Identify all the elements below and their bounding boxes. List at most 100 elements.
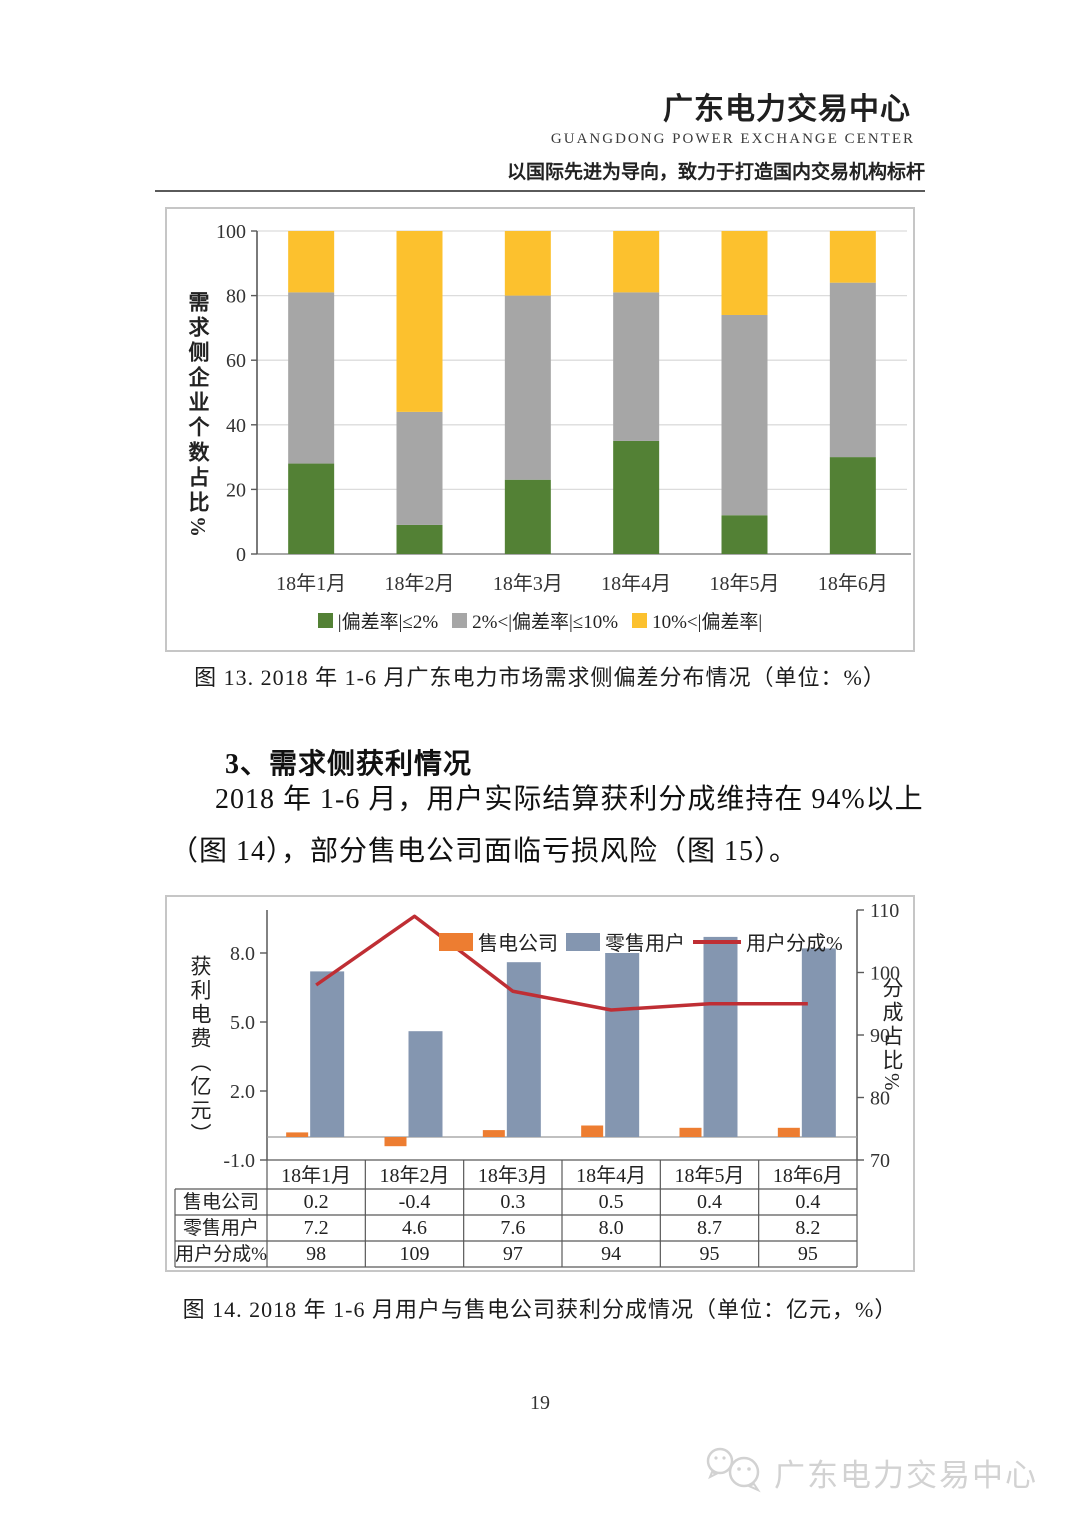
figure14-left-axis-label: 获利电费（亿元） [188, 955, 212, 1147]
bar-segment-mid [721, 314, 768, 516]
org-name-cn: 广东电力交易中心 [663, 93, 911, 126]
section3-paragraph-line1: 2018 年 1-6 月，用户实际结算获利分成维持在 94%以上 [215, 784, 924, 815]
bar-segment-le2 [829, 457, 876, 554]
bar-segment-mid [396, 411, 443, 525]
x-tick-label: 18年1月 [276, 572, 346, 595]
table-cell-value: 8.7 [697, 1217, 722, 1239]
x-tick-label: 18年6月 [818, 572, 888, 595]
bar-segment-mid [288, 292, 335, 464]
left-tick-label: 8.0 [230, 943, 255, 965]
table-cell-value: 7.2 [304, 1217, 329, 1239]
x-tick-label: 18年3月 [493, 572, 563, 595]
x-tick-label: 18年5月 [710, 572, 780, 595]
legend-item: 售电公司 [439, 927, 558, 956]
page-number: 19 [530, 1392, 550, 1414]
bar-company [286, 1132, 309, 1137]
legend-item: 10%<|偏差率| [632, 607, 762, 634]
bar-segment-mid [504, 295, 551, 480]
figure13-y-axis-label: 需求侧企业个数占比% [186, 291, 210, 541]
left-tick-label: 5.0 [230, 1012, 255, 1034]
table-cell-value: 0.4 [795, 1191, 820, 1213]
share-line [315, 914, 808, 1012]
figure14-combo-chart: 8.0 5.0 2.0 -1.0 110 100 90 80 70 18年1月 18年2月 18年3月… [174, 900, 900, 1268]
bar-segment-gt10 [721, 231, 768, 315]
table-month-label: 18年4月 [576, 1164, 646, 1187]
right-tick-label: 100 [870, 963, 900, 985]
bar-retail [801, 948, 836, 1137]
bar-segment-gt10 [396, 231, 443, 412]
left-tick-label: -1.0 [223, 1150, 255, 1172]
legend-swatch-gray [452, 613, 468, 628]
x-tick-label: 18年2月 [385, 572, 455, 595]
table-cell-value: 0.4 [697, 1191, 722, 1213]
table-cell-value: 4.6 [402, 1217, 427, 1239]
bar-retail [408, 1031, 443, 1137]
section3-paragraph-line2: （图 14），部分售电公司面临亏损风险（图 15）。 [170, 836, 799, 867]
right-tick-label: 90 [870, 1025, 890, 1047]
table-month-label: 18年5月 [675, 1164, 745, 1187]
table-cell-value: 95 [700, 1243, 720, 1265]
table-cell-value: 97 [503, 1243, 523, 1265]
table-cell-value: 0.3 [500, 1191, 525, 1213]
legend-label: 10%<|偏差率| [652, 612, 763, 633]
legend-swatch-orange [439, 932, 473, 951]
table-cell-value: 8.2 [795, 1217, 820, 1239]
legend-label: |偏差率|≤2% [337, 612, 439, 633]
x-tick-label: 18年4月 [601, 572, 671, 595]
table-cell-value: -0.4 [399, 1191, 431, 1213]
wechat-icon [704, 1446, 766, 1499]
bar-segment-le2 [396, 524, 443, 554]
legend-item: 用户分成% [693, 927, 843, 956]
legend-label: 用户分成% [746, 933, 843, 955]
bar-segment-mid [613, 292, 660, 441]
bar-retail [605, 953, 640, 1137]
legend-label: 零售用户 [605, 933, 685, 955]
header-slogan: 以国际先进为导向，致力于打造国内交易机构标杆 [506, 162, 925, 183]
bar-company [581, 1125, 604, 1137]
right-tick-label: 70 [870, 1150, 890, 1172]
y-tick-label: 20 [226, 479, 246, 501]
bar-segment-gt10 [288, 231, 335, 293]
y-tick-label: 100 [216, 221, 246, 243]
bar-retail [703, 936, 738, 1137]
legend-label: 售电公司 [478, 933, 558, 955]
table-cell-value: 95 [798, 1243, 818, 1265]
figure14-caption: 图 14. 2018 年 1-6 月用户与售电公司获利分成情况（单位：亿元，%） [182, 1297, 898, 1322]
bar-company [384, 1137, 407, 1147]
figure13-caption: 图 13. 2018 年 1-6 月广东电力市场需求侧偏差分布情况（单位：%） [194, 665, 886, 690]
legend-item: 2%<|偏差率|≤10% [452, 607, 618, 634]
table-row-header: 用户分成% [175, 1243, 267, 1265]
figure14-chart-frame: 8.0 5.0 2.0 -1.0 110 100 90 80 70 18年1月 18年2月 18年3月… [165, 895, 915, 1272]
y-tick-label: 60 [226, 350, 246, 372]
bar-segment-le2 [613, 440, 660, 554]
legend-line-red [693, 939, 741, 944]
bar-company [679, 1127, 702, 1137]
header-divider [155, 190, 925, 192]
bar-segment-gt10 [829, 231, 876, 283]
table-cell-value: 0.2 [304, 1191, 329, 1213]
bar-segment-le2 [504, 479, 551, 554]
legend-swatch-green [317, 613, 333, 628]
right-tick-label: 80 [870, 1088, 890, 1110]
table-row-header: 售电公司 [183, 1191, 259, 1213]
table-month-label: 18年2月 [380, 1164, 450, 1187]
bar-segment-le2 [721, 515, 768, 554]
section3-heading: 3、需求侧获利情况 [225, 749, 473, 781]
bar-company [482, 1130, 505, 1137]
table-cell-value: 7.6 [500, 1217, 525, 1239]
table-month-label: 18年3月 [478, 1164, 548, 1187]
bar-retail [310, 971, 345, 1137]
figure14-legend: 售电公司 零售用户 用户分成% [439, 927, 843, 956]
table-cell-value: 0.5 [599, 1191, 624, 1213]
table-row-header: 零售用户 [183, 1217, 259, 1239]
legend-item: |偏差率|≤2% [317, 607, 439, 634]
left-tick-label: 2.0 [230, 1081, 255, 1103]
legend-swatch-yellow [632, 613, 648, 628]
figure14-right-axis-label: 分成占比% [880, 977, 904, 1094]
table-month-label: 18年1月 [281, 1164, 351, 1187]
legend-swatch-blue_gray [566, 932, 600, 951]
figure13-legend: |偏差率|≤2% 2%<|偏差率|≤10% 10%<|偏差率| [167, 607, 913, 634]
table-cell-value: 94 [601, 1243, 621, 1265]
bar-segment-gt10 [504, 231, 551, 296]
